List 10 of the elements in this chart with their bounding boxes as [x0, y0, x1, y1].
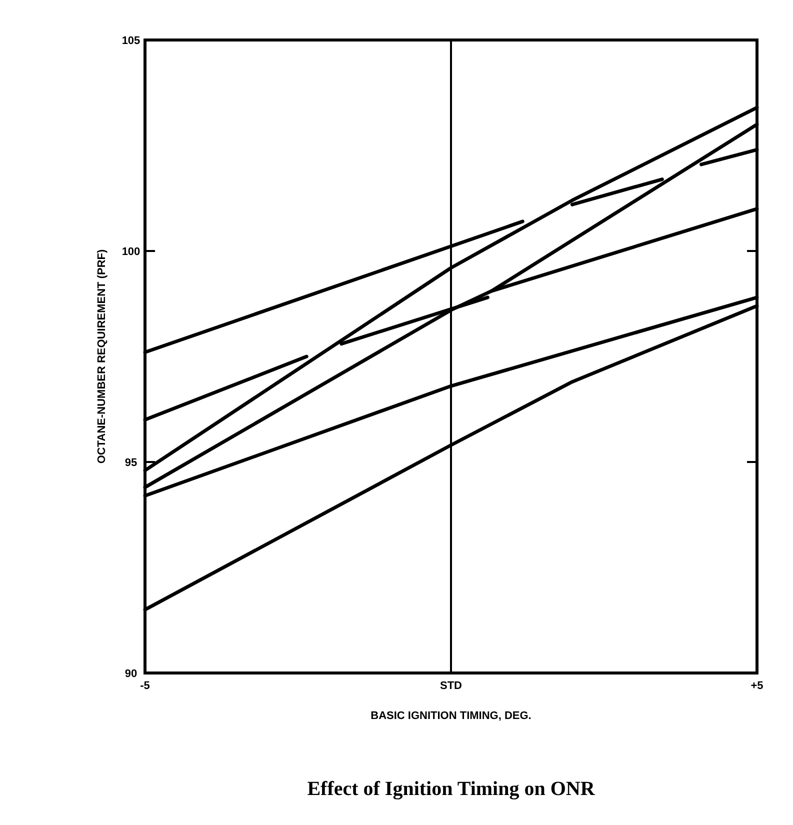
y-tick-label: 105 [122, 34, 140, 47]
y-axis-title: OCTANE-NUMBER REQUIREMENT (PRF) [96, 249, 108, 464]
y-tick-label: 100 [122, 246, 140, 258]
x-tick-label: STD [440, 680, 462, 692]
text: Effect of Ignition Timing on ONR [307, 778, 596, 800]
x-axis-title: BASIC IGNITION TIMING, DEG. [370, 710, 532, 722]
x-tick-label: -5 [140, 680, 150, 692]
y-tick-label: 95 [124, 456, 138, 469]
x-tick-label: +5 [750, 680, 764, 692]
y-tick-label: 90 [124, 668, 138, 680]
